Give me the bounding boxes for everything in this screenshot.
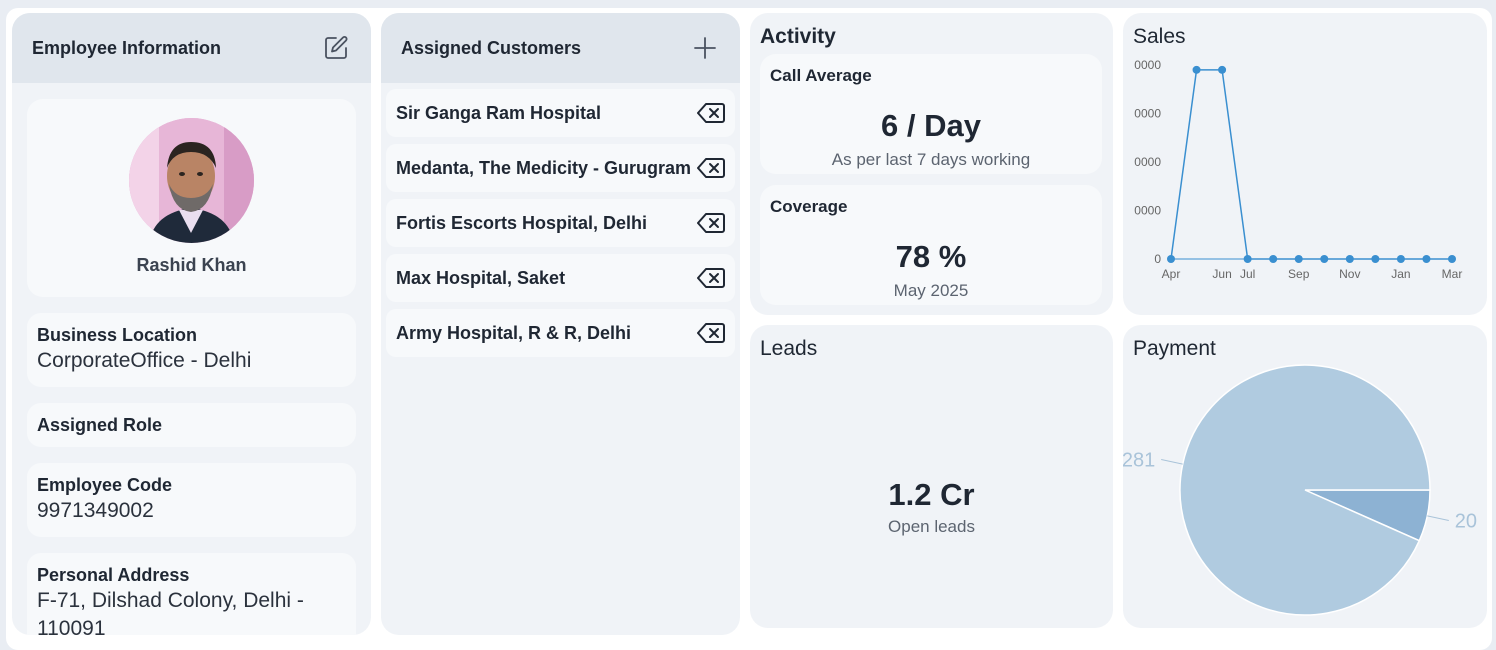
data-point[interactable] <box>1269 255 1278 263</box>
x-tick-label: Apr <box>1162 267 1181 281</box>
customer-item[interactable]: Max Hospital, Saket <box>386 254 735 302</box>
call-average-sub: As per last 7 days working <box>831 150 1031 169</box>
customer-name: Medanta, The Medicity - Gurugram <box>396 157 692 178</box>
customer-item[interactable]: Fortis Escorts Hospital, Delhi <box>386 199 735 247</box>
business-location-field: Business Location CorporateOffice - Delh… <box>27 313 356 387</box>
call-average-value: 6 / Day <box>881 108 981 143</box>
data-point[interactable] <box>1243 255 1252 263</box>
y-tick-label: 0000 <box>1134 58 1161 72</box>
data-point[interactable] <box>1192 65 1201 74</box>
y-tick-label: 0000 <box>1134 107 1161 121</box>
employee-code-label: Employee Code <box>37 475 173 495</box>
payment-pie-chart: 20 281 <box>1123 364 1477 616</box>
employee-name: Rashid Khan <box>136 255 247 275</box>
employee-info-title: Employee Information <box>32 37 222 58</box>
assigned-customers-panel: Assigned Customers Sir Ganga Ram Hospita… <box>381 13 740 635</box>
data-point[interactable] <box>1294 255 1303 263</box>
remove-customer-icon[interactable] <box>697 320 725 346</box>
x-tick-label: Sep <box>1288 267 1310 281</box>
customer-item[interactable]: Sir Ganga Ram Hospital <box>386 89 735 137</box>
coverage-card: Coverage 78 % May 2025 <box>760 185 1102 305</box>
y-tick-label: 0 <box>1154 252 1161 266</box>
remove-customer-icon[interactable] <box>697 265 725 291</box>
customer-name: Max Hospital, Saket <box>396 267 566 288</box>
personal-address-label: Personal Address <box>37 565 190 585</box>
assigned-role-field: Assigned Role <box>27 403 356 447</box>
leads-sub: Open leads <box>888 517 975 536</box>
remove-customer-icon[interactable] <box>697 100 725 126</box>
y-tick-label: 0000 <box>1134 204 1161 218</box>
call-average-card: Call Average 6 / Day As per last 7 days … <box>760 54 1102 174</box>
assigned-customers-title: Assigned Customers <box>401 37 582 58</box>
edit-icon[interactable] <box>321 33 351 63</box>
leads-value: 1.2 Cr <box>888 477 975 512</box>
pie-leader-line <box>1161 459 1183 465</box>
employee-code-value: 9971349002 <box>37 499 154 522</box>
employee-info-panel: Employee Information Rashid Khan <box>12 13 371 635</box>
data-point[interactable] <box>1448 255 1456 263</box>
add-icon[interactable] <box>690 33 720 63</box>
data-point[interactable] <box>1396 255 1405 263</box>
personal-address-value-line2: 110091 <box>37 617 106 635</box>
remove-customer-icon[interactable] <box>697 210 725 236</box>
personal-address-value: F-71, Dilshad Colony, Delhi - <box>37 589 304 612</box>
pie-slice[interactable] <box>1179 364 1431 616</box>
assigned-role-label: Assigned Role <box>37 415 163 435</box>
coverage-value: 78 % <box>895 239 967 274</box>
x-tick-label: Nov <box>1339 267 1360 281</box>
leads-card: Leads 1.2 Cr Open leads <box>750 325 1113 628</box>
data-point[interactable] <box>1167 255 1175 263</box>
assigned-customers-header: Assigned Customers <box>381 13 740 83</box>
personal-address-field: Personal Address F-71, Dilshad Colony, D… <box>27 553 356 635</box>
x-tick-label: Jul <box>1240 267 1255 281</box>
leads-title: Leads <box>760 337 818 360</box>
data-point[interactable] <box>1320 255 1329 263</box>
sales-chart-title: Sales <box>1133 25 1186 48</box>
customer-name: Fortis Escorts Hospital, Delhi <box>396 212 648 233</box>
pie-label: 20 <box>1455 510 1477 532</box>
x-tick-label: Jan <box>1391 267 1410 281</box>
business-location-label: Business Location <box>37 325 198 345</box>
business-location-value: CorporateOffice - Delhi <box>37 349 252 372</box>
x-tick-label: Jun <box>1212 267 1231 281</box>
employee-code-field: Employee Code 9971349002 <box>27 463 356 537</box>
sales-chart-card: Sales 0000 0000 0000 0000 0 Apr Jun Jul Sep Nov Ja… <box>1123 13 1487 315</box>
data-point[interactable] <box>1371 255 1380 263</box>
coverage-sub: May 2025 <box>893 281 969 300</box>
coverage-label: Coverage <box>770 197 848 216</box>
pie-leader-line <box>1427 515 1449 521</box>
customer-name: Sir Ganga Ram Hospital <box>396 102 602 123</box>
employee-info-header: Employee Information <box>12 13 371 83</box>
y-tick-label: 0000 <box>1134 155 1161 169</box>
activity-card: Activity Call Average 6 / Day As per las… <box>750 13 1113 315</box>
customer-item[interactable]: Army Hospital, R & R, Delhi <box>386 309 735 357</box>
data-point[interactable] <box>1422 255 1431 263</box>
x-tick-label: Mar <box>1442 267 1463 281</box>
pie-label: 281 <box>1123 450 1155 472</box>
profile-card: Rashid Khan <box>27 99 356 297</box>
payment-chart-title: Payment <box>1133 337 1216 360</box>
avatar <box>129 118 254 243</box>
series-line <box>1170 69 1452 260</box>
activity-title: Activity <box>760 25 836 48</box>
payment-chart-card: Payment 20 281 <box>1123 325 1487 628</box>
remove-customer-icon[interactable] <box>697 155 725 181</box>
customer-item[interactable]: Medanta, The Medicity - Gurugram <box>386 144 735 192</box>
data-point[interactable] <box>1218 65 1227 74</box>
data-point[interactable] <box>1345 255 1354 263</box>
call-average-label: Call Average <box>770 66 872 85</box>
customer-name: Army Hospital, R & R, Delhi <box>396 322 632 343</box>
